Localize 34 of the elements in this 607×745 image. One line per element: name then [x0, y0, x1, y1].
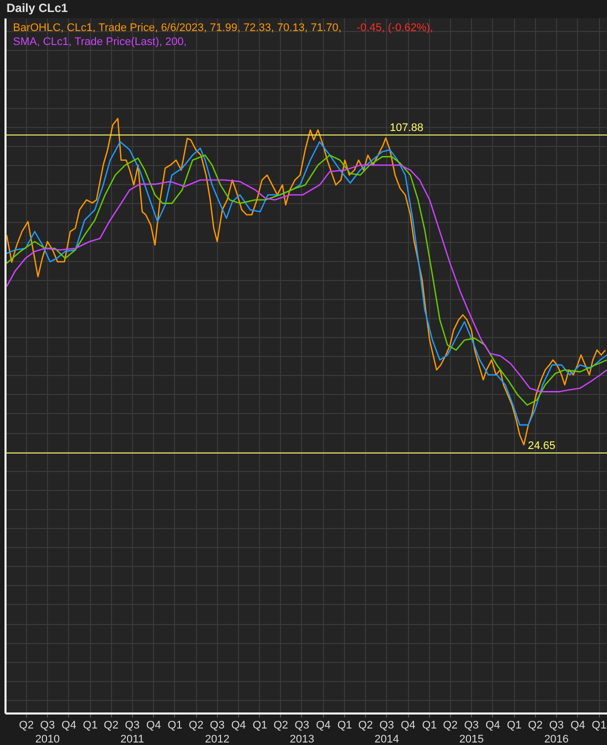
x-tick-label: Q2: [528, 720, 543, 732]
x-tick-label: Q2: [442, 720, 458, 732]
x-tick-label: Q1: [592, 720, 606, 732]
x-tick-label: Q1: [506, 720, 522, 732]
x-tick-label: Q2: [188, 720, 204, 732]
x-tick-label: Q3 2012: [204, 720, 230, 745]
ref-line-label: 24.65: [528, 440, 556, 452]
x-tick-label: Q3 2013: [290, 720, 314, 745]
x-tick-label: Q4: [146, 720, 161, 732]
x-tick-label: Q1: [168, 720, 182, 732]
x-tick-label: Q4: [400, 720, 416, 732]
x-tick-label: Q2: [274, 720, 288, 732]
annotation: -0.45, (-0.62%),: [356, 22, 434, 34]
x-tick-label: Q4: [485, 720, 500, 732]
text: BarOHLC, CLc1, Trade Price, 6/6/2023, 71.99, 72.33, 70.13, 71.70,: [13, 22, 342, 34]
x-tick-label: Q2: [358, 720, 373, 732]
x-tick-label: Q4: [62, 720, 76, 732]
chart-title: Daily CLc1: [6, 1, 68, 15]
x-tick-label: Q2: [104, 720, 118, 732]
ref-line-label: 107.88: [390, 122, 424, 134]
x-tick-label: Q3 2014: [374, 720, 399, 745]
x-tick-label: Q2: [19, 720, 34, 732]
x-tick-label: Q3 2010: [35, 720, 60, 745]
x-tick-label: Q1: [422, 720, 437, 732]
x-tick-label: Q4: [316, 720, 331, 732]
x-tick-label: Q1: [337, 720, 352, 732]
x-tick-label: Q3 2011: [120, 720, 144, 745]
x-tick-label: Q4: [231, 720, 246, 732]
text: SMA, CLc1, Trade Price(Last), 200,: [13, 36, 187, 48]
x-tick-label: Q1: [252, 720, 268, 732]
x-tick-label: Q4: [570, 720, 586, 732]
x-tick-label: Q3 2016: [544, 720, 569, 745]
x-tick-label: Q1: [82, 720, 98, 732]
x-tick-label: Q3 2015: [459, 720, 484, 745]
